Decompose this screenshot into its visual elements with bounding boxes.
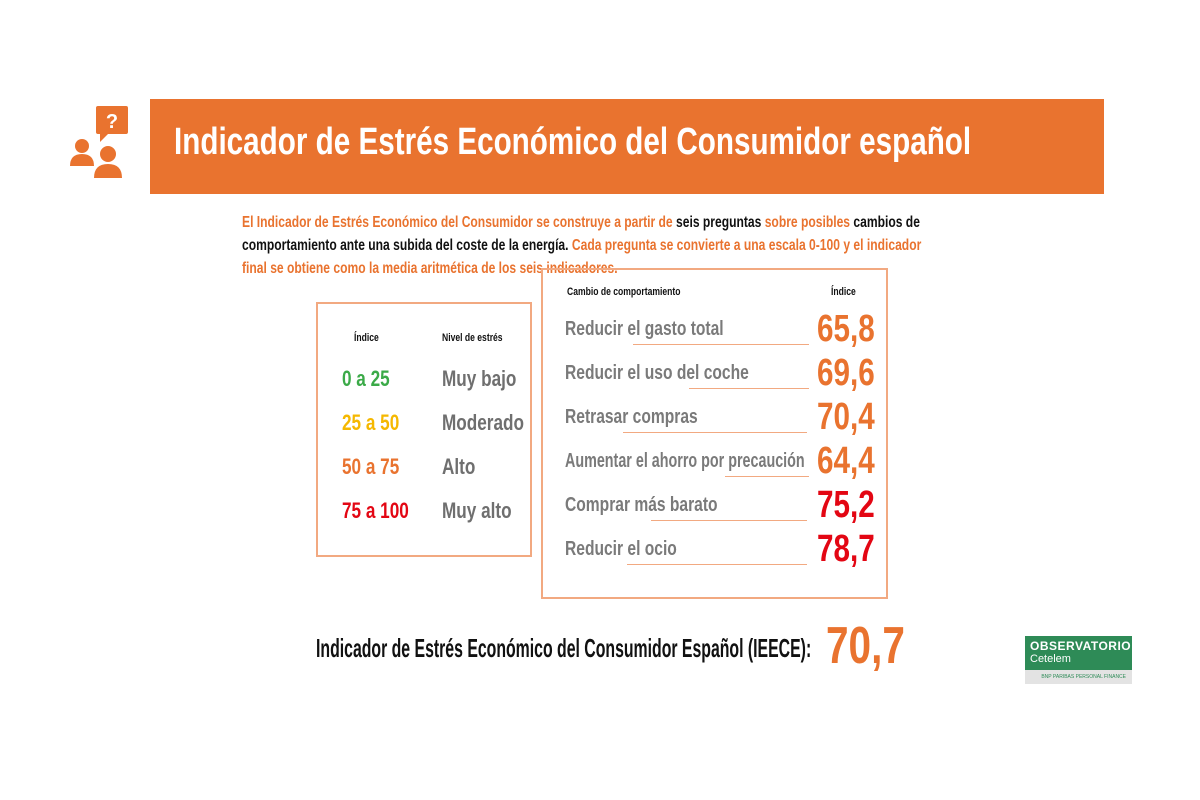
row-underline	[651, 520, 807, 521]
level-label: Alto	[442, 454, 476, 479]
level-label: Muy bajo	[442, 366, 517, 391]
change-value: 70,4	[817, 396, 875, 438]
change-label: Reducir el uso del coche	[565, 362, 749, 384]
behaviour-change-table: Cambio de comportamiento Índice Reducir …	[541, 268, 888, 599]
change-label: Comprar más barato	[565, 494, 718, 516]
intro-segment: El Indicador de Estrés Económico del Con…	[242, 214, 677, 231]
row-underline	[627, 564, 807, 565]
logo-line2: Cetelem	[1030, 653, 1071, 665]
change-value: 64,4	[817, 440, 875, 482]
change-label: Retrasar compras	[565, 406, 698, 428]
table-header-change: Cambio de comportamiento	[567, 286, 681, 298]
observatorio-cetelem-logo: OBSERVATORIO Cetelem BNP PARIBAS PERSONAL…	[1025, 636, 1132, 684]
change-label: Reducir el ocio	[565, 538, 677, 560]
stress-level-legend: Índice Nivel de estrés 0 a 25 Muy bajo 25 …	[316, 302, 532, 557]
level-range: 50 a 75	[342, 454, 400, 479]
intro-text: El Indicador de Estrés Económico del Con…	[242, 211, 1142, 280]
level-label: Muy alto	[442, 498, 512, 523]
page-title: Indicador de Estrés Económico del Consum…	[174, 121, 972, 163]
legend-header-level: Nivel de estrés	[442, 332, 503, 344]
intro-segment: sobre posibles	[764, 214, 854, 231]
change-value: 78,7	[817, 528, 875, 570]
level-range: 25 a 50	[342, 410, 400, 435]
change-value: 65,8	[817, 308, 875, 350]
row-underline	[725, 476, 809, 477]
level-label: Moderado	[442, 410, 524, 435]
table-header-index: Índice	[831, 286, 856, 298]
row-underline	[689, 388, 809, 389]
title-banner: Indicador de Estrés Económico del Consum…	[150, 99, 1104, 194]
svg-text:?: ?	[106, 111, 118, 133]
intro-segment: cambios de comportamiento ante una subid…	[242, 214, 920, 254]
row-underline	[633, 344, 809, 345]
intro-segment: seis preguntas	[676, 214, 765, 231]
final-indicator-label: Indicador de Estrés Económico del Consum…	[316, 633, 812, 663]
logo-sub: BNP PARIBAS PERSONAL FINANCE	[1025, 670, 1132, 684]
change-value: 69,6	[817, 352, 875, 394]
final-indicator-value: 70,7	[826, 617, 905, 675]
people-question-icon: ?	[70, 106, 128, 178]
logo-line1: OBSERVATORIO	[1030, 639, 1132, 653]
intro-segment: Cada pregunta se convierte a una escala …	[242, 237, 922, 277]
change-label: Aumentar el ahorro por precaución	[565, 450, 805, 472]
level-range: 0 a 25	[342, 366, 390, 391]
level-range: 75 a 100	[342, 498, 409, 523]
change-label: Reducir el gasto total	[565, 318, 724, 340]
legend-header-index: Índice	[354, 332, 379, 344]
row-underline	[623, 432, 807, 433]
change-value: 75,2	[817, 484, 875, 526]
